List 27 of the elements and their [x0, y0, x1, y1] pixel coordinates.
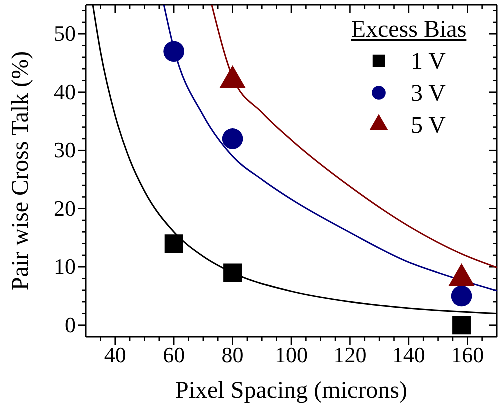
- legend-label: 5 V: [411, 113, 447, 139]
- point: [451, 286, 472, 307]
- x-tick-label: 160: [451, 342, 484, 368]
- x-tick-label: 60: [163, 342, 186, 368]
- x-tick-label: 80: [222, 342, 244, 368]
- point: [222, 128, 244, 150]
- line-series: [163, 5, 497, 292]
- point: [452, 316, 471, 335]
- x-tick-label: 120: [334, 342, 367, 368]
- x-tick-label: 140: [392, 342, 426, 368]
- y-axis-title: Pair wise Cross Talk (%): [8, 51, 34, 291]
- x-tick-label: 40: [104, 342, 126, 368]
- x-tick-label: 100: [275, 342, 308, 368]
- y-tick-label: 20: [54, 196, 76, 221]
- y-tick-label: 50: [54, 21, 76, 46]
- point: [164, 234, 184, 254]
- y-tick-label: 40: [54, 79, 76, 104]
- legend-label: 3 V: [411, 81, 447, 107]
- point: [164, 41, 184, 62]
- y-tick-label: 30: [54, 138, 76, 163]
- y-tick-label: 0: [65, 312, 76, 338]
- point: [224, 264, 242, 282]
- legend-title: Excess Bias: [351, 17, 467, 43]
- legend-label: 1 V: [411, 49, 447, 75]
- line-series: [211, 5, 497, 268]
- y-tick-label: 10: [54, 254, 76, 280]
- x-axis-title: Pixel Spacing (microns): [176, 378, 408, 404]
